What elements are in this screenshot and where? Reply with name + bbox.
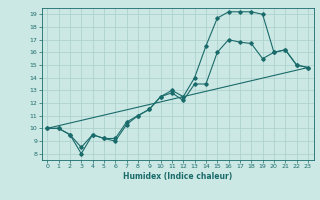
X-axis label: Humidex (Indice chaleur): Humidex (Indice chaleur) [123, 172, 232, 181]
